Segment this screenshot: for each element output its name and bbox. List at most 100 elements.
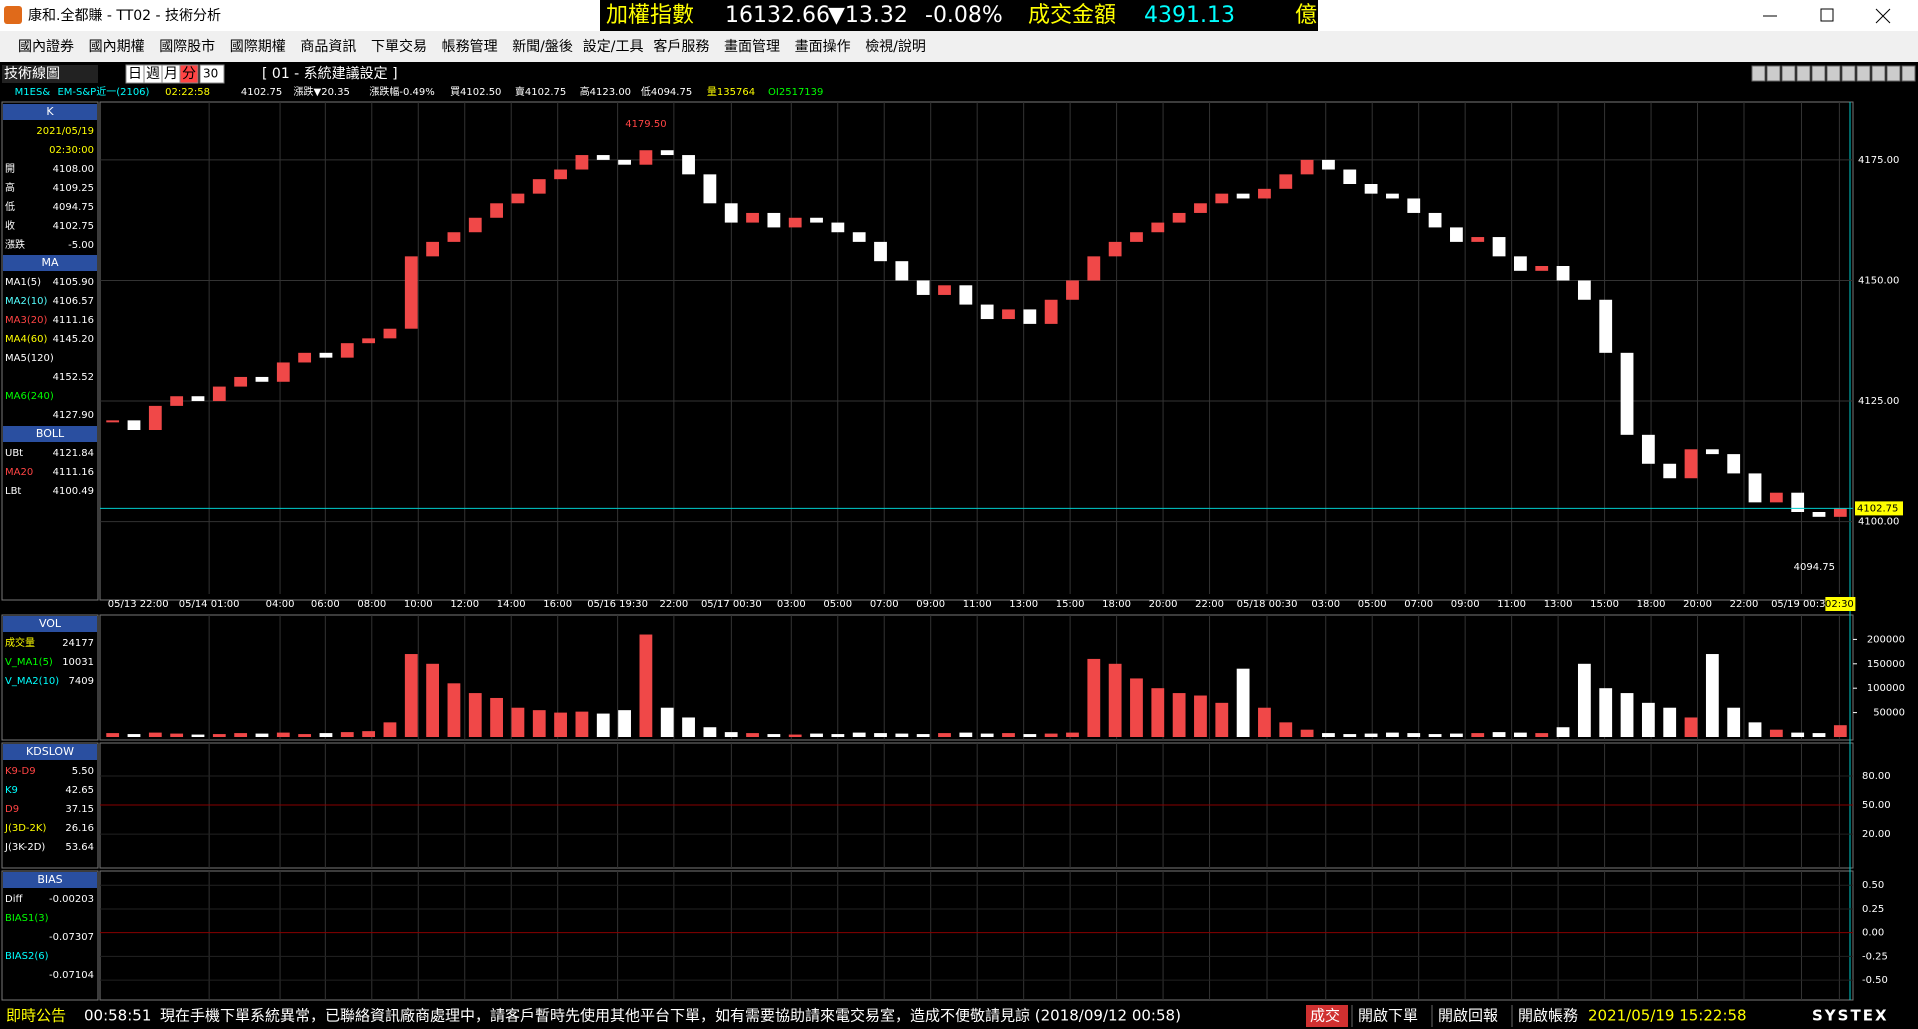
volume-bar xyxy=(1727,707,1741,737)
menu-item[interactable]: 檢視/說明 xyxy=(865,38,926,55)
tool-icon[interactable] xyxy=(1766,65,1781,82)
candle xyxy=(1450,227,1463,242)
x-tick-label: 05/14 01:00 xyxy=(179,599,240,610)
volume-bar xyxy=(724,732,738,737)
close-button[interactable] xyxy=(1875,8,1891,24)
side-value: 4121.84 xyxy=(53,448,94,459)
period-button[interactable] xyxy=(179,64,199,84)
menu-item[interactable]: 客戶服務 xyxy=(653,38,709,55)
tool-icon[interactable] xyxy=(1871,65,1886,82)
volume-bar xyxy=(1833,725,1847,737)
x-tick-label: 05/16 19:30 xyxy=(587,599,648,610)
candle xyxy=(618,159,631,165)
volume-bar xyxy=(298,734,312,737)
tool-icon[interactable] xyxy=(1751,65,1766,82)
menu-item[interactable]: 畫面操作 xyxy=(795,39,851,55)
quote-field: 賣4102.75 xyxy=(515,85,566,98)
status-button[interactable]: 開啟回報 xyxy=(1438,1007,1498,1025)
tool-icon[interactable] xyxy=(1841,65,1856,82)
volume-bar xyxy=(106,733,120,737)
maximize-button[interactable] xyxy=(1820,8,1834,22)
tool-icon[interactable] xyxy=(1856,65,1871,82)
x-tick-label: 12:00 xyxy=(450,599,479,610)
tool-icon[interactable] xyxy=(1796,65,1811,82)
x-tick-label: 18:00 xyxy=(1102,599,1131,610)
candle xyxy=(767,212,781,228)
y-tick-label: 4175.00 xyxy=(1858,155,1899,166)
menu-item[interactable]: 商品資訊 xyxy=(300,39,356,55)
candle xyxy=(746,212,759,223)
candle xyxy=(959,285,973,305)
volume-bar xyxy=(1450,733,1463,737)
quote-field: 漲跌幅-0.49% xyxy=(369,85,434,98)
tool-icon[interactable] xyxy=(1826,65,1841,82)
side-value: 4100.49 xyxy=(53,486,94,497)
menu-item[interactable]: 下單交易 xyxy=(371,38,427,55)
candle xyxy=(340,343,354,358)
quote-field: M1ES& xyxy=(15,87,51,98)
candle xyxy=(1663,463,1677,479)
x-tick-label: 04:00 xyxy=(266,599,295,610)
candle xyxy=(447,232,461,242)
side-label: BIAS2(6) xyxy=(5,951,49,962)
candle xyxy=(1492,237,1506,257)
menu-item[interactable]: 畫面管理 xyxy=(724,39,780,55)
menu-item[interactable]: 國際期權 xyxy=(230,39,286,55)
x-tick-label: 05/13 22:00 xyxy=(108,599,169,610)
ticker-pct: -0.08% xyxy=(925,3,1003,28)
menu-item[interactable]: 設定/工具 xyxy=(583,39,644,55)
candle xyxy=(554,169,567,180)
interval-select[interactable] xyxy=(199,64,225,84)
status-button[interactable]: 開啟下單 xyxy=(1358,1007,1418,1025)
toolbar-title: 技術線圖 xyxy=(4,66,60,82)
candle xyxy=(319,352,333,358)
menu-item[interactable]: 帳務管理 xyxy=(442,39,498,55)
candle xyxy=(191,396,205,402)
candle xyxy=(1535,266,1549,271)
candle xyxy=(468,217,482,233)
tool-icon[interactable] xyxy=(1901,65,1916,82)
volume-bar xyxy=(234,733,248,737)
menu-item[interactable]: 國內期權 xyxy=(89,39,145,55)
candle xyxy=(1791,492,1805,512)
tool-icon[interactable] xyxy=(1886,65,1901,82)
status-button[interactable]: 開啟帳務 xyxy=(1518,1007,1578,1025)
volume-bar xyxy=(1556,727,1570,737)
quote-field: 4102.75 xyxy=(241,87,282,98)
volume-bar xyxy=(1087,658,1101,737)
volume-bar xyxy=(682,717,695,737)
side-header xyxy=(3,872,97,888)
volume-bar xyxy=(532,710,546,737)
candle xyxy=(1599,299,1613,353)
volume-bar xyxy=(1812,733,1826,737)
volume-bar xyxy=(1535,733,1549,737)
volume-bar xyxy=(404,654,418,737)
volume-bar xyxy=(810,733,823,737)
y-tick-label: 4150.00 xyxy=(1858,275,1899,286)
tool-icon[interactable] xyxy=(1781,65,1796,82)
volume-bar xyxy=(511,707,525,737)
volume-bar xyxy=(1215,702,1229,737)
volume-bar xyxy=(276,732,290,737)
tool-icon[interactable] xyxy=(1811,65,1826,82)
menu-item[interactable]: 國際股市 xyxy=(159,38,215,55)
side-value: 4109.25 xyxy=(53,183,94,194)
side-label: MA4(60) xyxy=(5,334,47,345)
candle xyxy=(106,420,120,423)
x-tick-label: 06:00 xyxy=(311,599,340,610)
x-tick-label: 18:00 xyxy=(1637,599,1666,610)
menu-item[interactable]: 新聞/盤後 xyxy=(512,39,573,55)
candle xyxy=(1258,188,1271,199)
candle xyxy=(170,396,184,406)
candle xyxy=(703,174,717,204)
volume-bar xyxy=(1300,729,1314,737)
volume-bar xyxy=(127,734,141,737)
menu-item[interactable]: 國內證券 xyxy=(18,38,74,55)
quote-field: 量135764 xyxy=(707,86,755,98)
x-tick-label: 22:00 xyxy=(1195,599,1224,610)
candle xyxy=(980,304,994,320)
side-header xyxy=(3,426,97,442)
status-trade: 成交 xyxy=(1310,1007,1340,1025)
candle xyxy=(575,155,589,170)
